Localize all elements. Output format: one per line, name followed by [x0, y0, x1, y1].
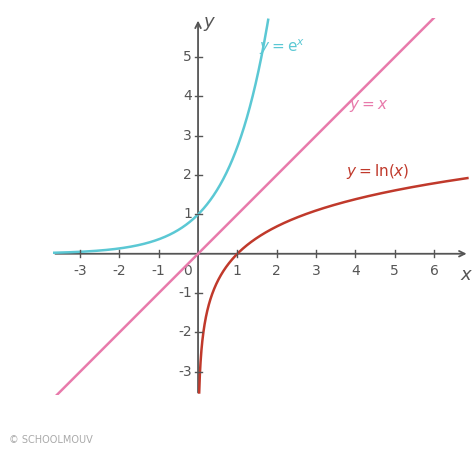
- Text: © SCHOOLMOUV: © SCHOOLMOUV: [9, 435, 93, 445]
- Text: 3: 3: [183, 129, 192, 143]
- Text: 2: 2: [183, 168, 192, 182]
- Text: 1: 1: [183, 207, 192, 222]
- Text: 2: 2: [273, 264, 281, 277]
- Text: 1: 1: [233, 264, 242, 277]
- Text: 4: 4: [351, 264, 360, 277]
- Text: 5: 5: [183, 50, 192, 64]
- Text: 4: 4: [183, 89, 192, 104]
- Text: x: x: [460, 266, 471, 284]
- Text: $y = x$: $y = x$: [349, 99, 389, 114]
- Text: 6: 6: [429, 264, 438, 277]
- Text: 5: 5: [390, 264, 399, 277]
- Text: -3: -3: [179, 365, 192, 379]
- Text: $y = \mathrm{e}^x$: $y = \mathrm{e}^x$: [259, 38, 305, 57]
- Text: $y = \ln(x)$: $y = \ln(x)$: [346, 162, 409, 181]
- Text: 0: 0: [183, 264, 192, 277]
- Text: -2: -2: [113, 264, 126, 277]
- Text: -1: -1: [178, 286, 192, 300]
- Text: -3: -3: [73, 264, 87, 277]
- Text: -1: -1: [152, 264, 165, 277]
- Text: y: y: [204, 13, 215, 31]
- Text: 3: 3: [311, 264, 320, 277]
- Text: -2: -2: [179, 326, 192, 340]
